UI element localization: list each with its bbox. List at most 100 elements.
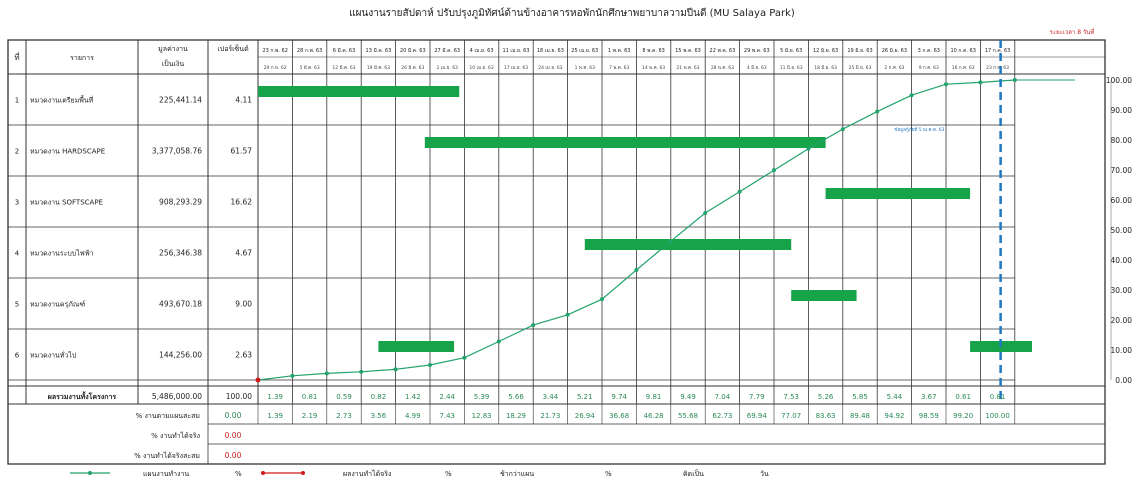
week-start-label: 15 พ.ค. 63 — [675, 48, 701, 54]
s-curve-point — [668, 239, 673, 244]
s-curve-point — [944, 82, 948, 87]
week-start-label: 28 ก.พ. 63 — [297, 48, 322, 54]
weekly-plan-value: 5.66 — [508, 393, 524, 401]
week-end-label: 4 มิ.ย. 63 — [747, 65, 767, 71]
row-item-value: 225,441.14 — [159, 96, 202, 105]
week-end-label: 23 ก.ค. 63 — [986, 65, 1009, 71]
s-curve-point — [909, 93, 914, 98]
right-axis-tick: 40.00 — [1111, 256, 1133, 265]
week-end-label: 17 เม.ย. 63 — [504, 65, 528, 71]
week-end-label: 1 พ.ค. 63 — [575, 65, 595, 71]
row-number: 1 — [15, 97, 19, 105]
weekly-plan-value: 3.44 — [543, 393, 559, 401]
cum-plan-value: 100.00 — [985, 412, 1010, 420]
table-frame — [7, 39, 1106, 465]
row-item-value: 256,346.38 — [159, 249, 202, 258]
row-item-percent: 61.57 — [231, 147, 253, 156]
weekly-plan-value: 5.21 — [577, 393, 593, 401]
right-axis-tick: 80.00 — [1111, 136, 1133, 145]
s-curve-point — [737, 189, 742, 194]
total-percent: 100.00 — [226, 392, 252, 401]
cum-plan-value: 55.68 — [678, 412, 698, 420]
week-end-label: 9 ก.ค. 63 — [919, 65, 939, 71]
weekly-plan-value: 0.59 — [336, 393, 352, 401]
week-start-label: 19 มิ.ย. 63 — [847, 47, 872, 54]
week-start-label: 11 เม.ย. 63 — [502, 48, 529, 54]
cum-plan-value: 36.68 — [609, 412, 629, 420]
legend-behind-label: ช้ากว่าแผน — [500, 470, 534, 478]
s-curve-point — [634, 267, 639, 272]
legend-actual-unit: % — [445, 470, 452, 478]
schedule-bar — [791, 290, 857, 301]
row-item-name: หมวดงาน HARDSCAPE — [30, 148, 105, 156]
row-item-name: หมวดงานระบบไฟฟ้า — [30, 249, 94, 258]
s-curve-point — [359, 369, 364, 374]
right-axis-tick: 0.00 — [1115, 376, 1132, 385]
cum-plan-value: 21.73 — [540, 412, 560, 420]
s-curve-point — [531, 323, 536, 328]
right-axis-tick: 10.00 — [1111, 346, 1133, 355]
s-curve-point — [600, 297, 604, 302]
right-axis-tick: 60.00 — [1111, 196, 1133, 205]
row-item-percent: 2.63 — [235, 351, 252, 360]
week-start-label: 26 มิ.ย. 63 — [882, 47, 907, 54]
weekly-plan-value: 0.61 — [955, 393, 971, 401]
week-start-label: 3 ก.ค. 63 — [918, 48, 940, 54]
row-item-percent: 4.67 — [235, 249, 252, 258]
weekly-plan-value: 0.81 — [990, 393, 1006, 401]
total-label: ผลรวมงานทั้งโครงการ — [48, 390, 117, 401]
week-end-label: 21 พ.ค. 63 — [676, 65, 699, 71]
actual-value: 0.00 — [225, 431, 242, 440]
s-curve-point — [462, 355, 467, 360]
s-curve-point — [978, 80, 983, 85]
actual-cum-value: 0.00 — [225, 451, 242, 460]
week-end-label: 11 มิ.ย. 63 — [780, 65, 803, 71]
weekly-plan-value: 7.79 — [749, 393, 765, 401]
week-start-label: 27 มี.ค. 63 — [434, 47, 460, 54]
schedule-bar — [825, 188, 971, 199]
actual-label: % งานทำได้จริง — [151, 431, 200, 440]
schedule-bar — [424, 137, 826, 148]
weekly-plan-value: 9.49 — [680, 393, 696, 401]
week-end-label: 19 มี.ค. 63 — [367, 65, 390, 71]
legend-plan-label: แผนงานทำงาน — [143, 470, 189, 478]
weekly-plan-value: 0.81 — [302, 393, 318, 401]
legend-days-label: คิดเป็น — [683, 469, 704, 478]
schedule-bar — [258, 86, 460, 97]
week-start-label: 8 พ.ค. 63 — [642, 48, 665, 54]
row-item-percent: 9.00 — [235, 300, 252, 309]
s-curve-point — [565, 312, 570, 317]
row-number: 5 — [15, 301, 19, 309]
cum-plan-value: 77.07 — [781, 412, 801, 420]
cum-plan-value: 1.39 — [267, 412, 283, 420]
chart-title: แผนงานรายสัปดาห์ ปรับปรุงภูมิทัศน์ด้านข้… — [349, 7, 795, 19]
week-start-label: 29 พ.ค. 63 — [744, 48, 770, 54]
cum-start: 0.00 — [225, 411, 242, 420]
weekly-plan-value: 1.39 — [267, 393, 283, 401]
week-start-label: 22 พ.ค. 63 — [710, 48, 736, 54]
weekly-plan-value: 7.53 — [783, 393, 799, 401]
header-percent: เปอร์เซ็นต์ — [217, 44, 249, 53]
actual-cum-label: % งานทำได้จริงสะสม — [134, 451, 200, 460]
s-curve-point — [840, 127, 845, 132]
week-start-label: 10 ก.ค. 63 — [950, 48, 975, 54]
corner-note: ระยะเวลา 8 วันที่ — [1050, 28, 1095, 36]
s-curve-point — [496, 339, 501, 344]
weekly-plan-value: 7.04 — [715, 393, 731, 401]
weekly-plan-value: 5.44 — [887, 393, 903, 401]
actual-start-point — [255, 377, 261, 383]
week-end-label: 10 เม.ย. 63 — [469, 65, 493, 71]
weekly-plan-value: 5.39 — [474, 393, 490, 401]
cum-plan-value: 18.29 — [506, 412, 526, 420]
cum-plan-value: 7.43 — [439, 412, 455, 420]
week-start-label: 18 เม.ย. 63 — [537, 48, 564, 54]
week-end-label: 26 มี.ค. 63 — [401, 65, 424, 71]
total-value: 5,486,000.00 — [152, 392, 202, 401]
header-value-1: มูลค่างาน — [158, 45, 188, 53]
header-value-2: เป็นเงิน — [162, 59, 184, 68]
week-start-label: 13 มี.ค. 63 — [366, 47, 392, 54]
week-end-label: 24 เม.ย. 63 — [538, 65, 562, 71]
right-axis-tick: 90.00 — [1111, 106, 1133, 115]
row-number: 3 — [15, 199, 19, 207]
